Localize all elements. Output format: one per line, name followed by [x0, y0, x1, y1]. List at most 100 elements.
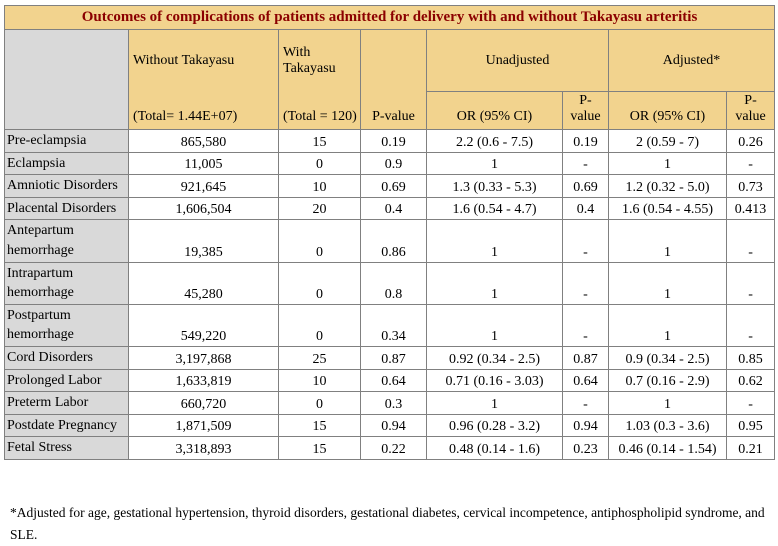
- cell-or-adjusted: 1.6 (0.54 - 4.55): [608, 196, 727, 221]
- header-unadjusted-group: Unadjusted: [426, 29, 609, 92]
- header-without-takayasu: Without Takayasu: [128, 29, 279, 92]
- cell-p-adjusted: -: [725, 391, 776, 415]
- cell-p-adjusted: -: [725, 303, 776, 347]
- cell-p-adjusted: 0.85: [725, 345, 776, 370]
- cell-p-unadjusted: 0.69: [562, 174, 609, 198]
- row-label: Pre-eclampsia: [4, 129, 129, 153]
- cell-or-adjusted: 1.03 (0.3 - 3.6): [608, 413, 727, 438]
- cell-p-unadjusted: -: [562, 303, 609, 347]
- cell-p: 0.64: [360, 368, 427, 393]
- cell-p: 0.9: [360, 151, 427, 176]
- cell-or-adjusted: 1.2 (0.32 - 5.0): [608, 174, 727, 198]
- header-p-value: P-value: [360, 91, 427, 130]
- header-row-columns: (Total= 1.44E+07) (Total = 120) P-value …: [5, 91, 776, 130]
- cell-n-with: 15: [278, 413, 361, 438]
- table-row: Placental Disorders 1,606,504 20 0.4 1.6…: [4, 196, 776, 221]
- header-or-ci-unadjusted: OR (95% CI): [426, 91, 563, 130]
- cell-n-with: 10: [278, 174, 361, 198]
- cell-n-with: 10: [278, 368, 361, 393]
- cell-n-with: 0: [278, 151, 361, 176]
- row-label: Eclampsia: [4, 151, 129, 176]
- cell-or-unadjusted: 0.92 (0.34 - 2.5): [426, 345, 563, 370]
- cell-p-adjusted: -: [725, 219, 776, 263]
- table-row: Pre-eclampsia 865,580 15 0.19 2.2 (0.6 -…: [4, 129, 776, 153]
- cell-p: 0.22: [360, 436, 427, 460]
- table-row: Intrapartum hemorrhage 45,280 0 0.8 1 - …: [4, 261, 776, 305]
- cell-p-unadjusted: 0.19: [562, 129, 609, 153]
- cell-n-with: 0: [278, 391, 361, 415]
- header-row-groups: Without Takayasu With Takayasu Unadjuste…: [4, 29, 776, 130]
- cell-n-without: 1,871,509: [128, 413, 279, 438]
- cell-n-without: 921,645: [128, 174, 279, 198]
- cell-p: 0.86: [360, 219, 427, 263]
- cell-n-without: 45,280: [128, 261, 279, 305]
- cell-n-with: 0: [278, 303, 361, 347]
- header-with-takayasu: With Takayasu: [278, 29, 361, 92]
- cell-or-adjusted: 1: [608, 303, 727, 347]
- header-label-spacer: [4, 29, 129, 130]
- row-label: Placental Disorders: [4, 196, 129, 221]
- row-label: Antepartum hemorrhage: [4, 219, 129, 263]
- row-label: Postpartum hemorrhage: [4, 303, 129, 347]
- cell-n-with: 0: [278, 219, 361, 263]
- table-row: Preterm Labor 660,720 0 0.3 1 - 1 -: [4, 391, 776, 415]
- cell-or-adjusted: 0.46 (0.14 - 1.54): [608, 436, 727, 460]
- cell-or-unadjusted: 1: [426, 391, 563, 415]
- table-row: Fetal Stress 3,318,893 15 0.22 0.48 (0.1…: [4, 436, 776, 460]
- cell-or-unadjusted: 0.48 (0.14 - 1.6): [426, 436, 563, 460]
- cell-p: 0.94: [360, 413, 427, 438]
- cell-n-with: 20: [278, 196, 361, 221]
- cell-p-unadjusted: 0.4: [562, 196, 609, 221]
- table-row: Postpartum hemorrhage 549,220 0 0.34 1 -…: [4, 303, 776, 347]
- cell-n-without: 865,580: [128, 129, 279, 153]
- table-row: Antepartum hemorrhage 19,385 0 0.86 1 - …: [4, 219, 776, 263]
- cell-p-adjusted: -: [725, 261, 776, 305]
- cell-or-adjusted: 0.7 (0.16 - 2.9): [608, 368, 727, 393]
- cell-n-with: 15: [278, 129, 361, 153]
- cell-p-unadjusted: 0.23: [562, 436, 609, 460]
- cell-n-without: 3,318,893: [128, 436, 279, 460]
- row-label: Amniotic Disorders: [4, 174, 129, 198]
- cell-or-unadjusted: 1: [426, 303, 563, 347]
- cell-or-adjusted: 1: [608, 391, 727, 415]
- cell-or-adjusted: 0.9 (0.34 - 2.5): [608, 345, 727, 370]
- header-spacer: [360, 29, 427, 92]
- cell-p: 0.87: [360, 345, 427, 370]
- header-p-value-adjusted: P-value: [725, 91, 776, 130]
- cell-n-without: 3,197,868: [128, 345, 279, 370]
- cell-p-adjusted: 0.62: [725, 368, 776, 393]
- row-label: Fetal Stress: [4, 436, 129, 460]
- table-row: Prolonged Labor 1,633,819 10 0.64 0.71 (…: [4, 368, 776, 393]
- cell-or-unadjusted: 1: [426, 219, 563, 263]
- cell-p-unadjusted: -: [562, 219, 609, 263]
- row-label: Intrapartum hemorrhage: [4, 261, 129, 305]
- cell-p: 0.19: [360, 129, 427, 153]
- footnote: *Adjusted for age, gestational hypertens…: [10, 504, 765, 543]
- cell-or-unadjusted: 1.6 (0.54 - 4.7): [426, 196, 563, 221]
- table-row: Amniotic Disorders 921,645 10 0.69 1.3 (…: [4, 174, 776, 198]
- cell-p-unadjusted: 0.87: [562, 345, 609, 370]
- cell-n-without: 19,385: [128, 219, 279, 263]
- cell-or-unadjusted: 1: [426, 261, 563, 305]
- cell-or-adjusted: 1: [608, 151, 727, 176]
- row-label: Prolonged Labor: [4, 368, 129, 393]
- table-body: Pre-eclampsia 865,580 15 0.19 2.2 (0.6 -…: [4, 129, 776, 460]
- cell-n-without: 1,606,504: [128, 196, 279, 221]
- header-without-total: (Total= 1.44E+07): [128, 91, 279, 130]
- cell-n-without: 11,005: [128, 151, 279, 176]
- row-label: Postdate Pregnancy: [4, 413, 129, 438]
- cell-or-adjusted: 1: [608, 261, 727, 305]
- header-with-total: (Total = 120): [278, 91, 361, 130]
- cell-or-unadjusted: 0.71 (0.16 - 3.03): [426, 368, 563, 393]
- cell-n-without: 1,633,819: [128, 368, 279, 393]
- header-or-ci-adjusted: OR (95% CI): [608, 91, 727, 130]
- table-title: Outcomes of complications of patients ad…: [3, 5, 776, 30]
- cell-p-adjusted: -: [725, 151, 776, 176]
- cell-p-unadjusted: 0.94: [562, 413, 609, 438]
- cell-p: 0.69: [360, 174, 427, 198]
- cell-p: 0.34: [360, 303, 427, 347]
- cell-or-adjusted: 2 (0.59 - 7): [608, 129, 727, 153]
- cell-p-unadjusted: -: [562, 151, 609, 176]
- cell-or-unadjusted: 1: [426, 151, 563, 176]
